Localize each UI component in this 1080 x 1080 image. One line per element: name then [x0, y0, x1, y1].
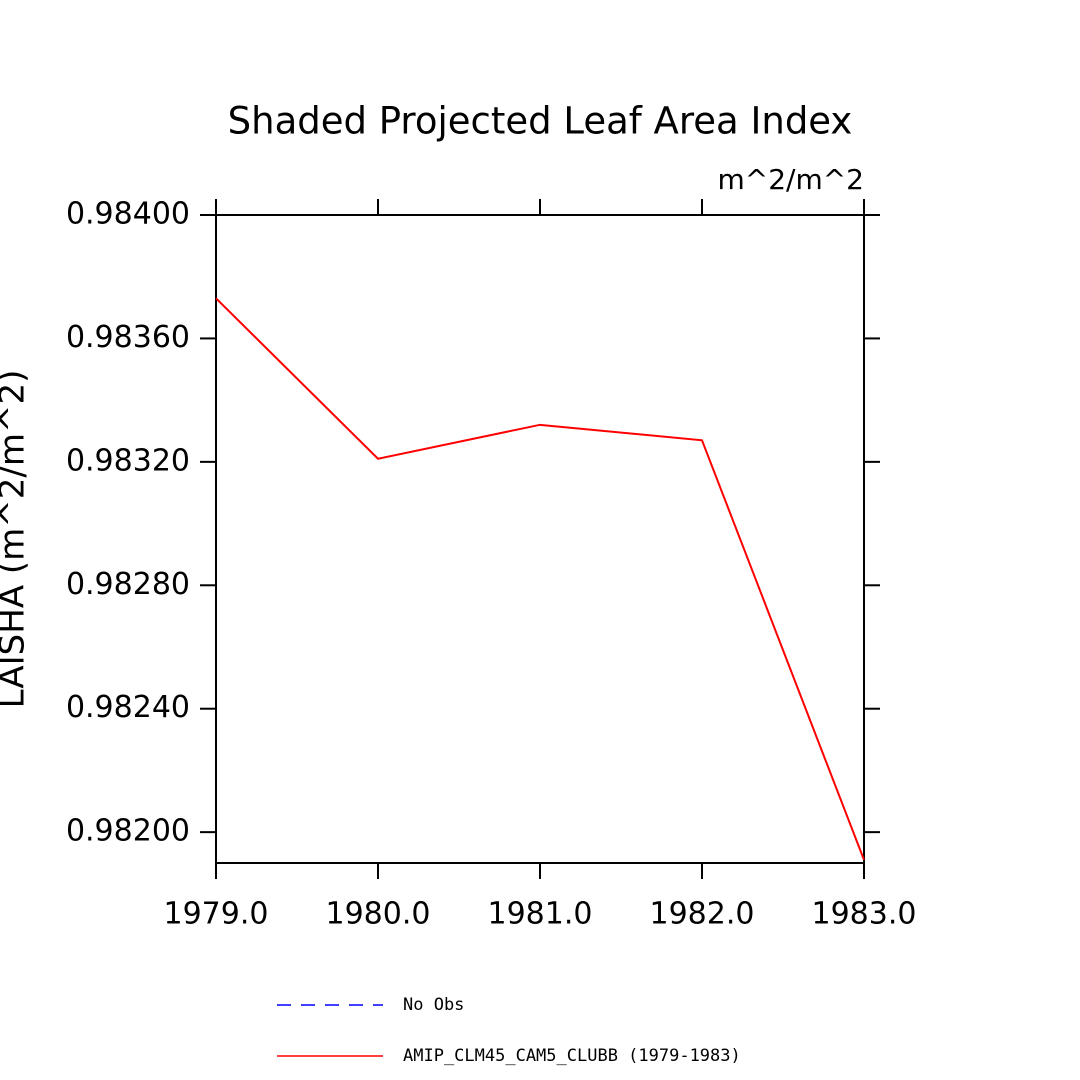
y-tick-label: 0.98200	[66, 814, 190, 849]
x-tick-label: 1981.0	[488, 897, 593, 932]
y-axis-label: LAISHA (m^2/m^2)	[0, 370, 33, 709]
y-tick-label: 0.98240	[66, 690, 190, 725]
x-tick-label: 1982.0	[650, 897, 755, 932]
plot-frame	[215, 214, 865, 864]
x-tick-label: 1979.0	[164, 897, 269, 932]
y-tick-label: 0.98360	[66, 320, 190, 355]
y-tick-label: 0.98400	[66, 197, 190, 232]
legend-label: AMIP_CLM45_CAM5_CLUBB (1979-1983)	[403, 1046, 741, 1066]
x-tick-label: 1980.0	[326, 897, 431, 932]
series-line	[215, 297, 865, 861]
y-tick-label: 0.98280	[66, 567, 190, 602]
legend-label: No Obs	[403, 995, 464, 1015]
x-tick-label: 1983.0	[812, 897, 917, 932]
y-tick-label: 0.98320	[66, 443, 190, 478]
chart-title: Shaded Projected Leaf Area Index	[228, 100, 853, 143]
units-label: m^2/m^2	[717, 163, 864, 196]
